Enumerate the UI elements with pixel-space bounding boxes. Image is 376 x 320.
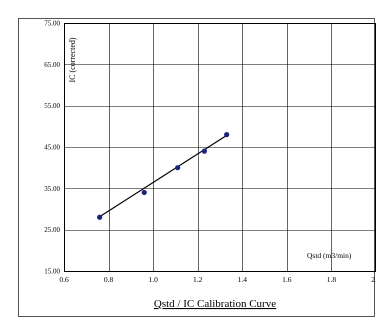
y-tick-label: 35.00 (44, 185, 60, 193)
x-tick-label: 0.8 (104, 275, 114, 284)
y-axis-label: IC (corrected) (68, 37, 77, 82)
y-tick-label: 55.00 (44, 102, 60, 110)
data-point (201, 148, 207, 154)
x-tick-label: 1.4 (238, 275, 248, 284)
chart-frame (18, 18, 375, 317)
y-tick-label: 25.00 (44, 226, 60, 234)
data-point (97, 214, 103, 220)
x-tick-labels: 0.6 0.8 1.0 1.2 1.4 1.6 1.8 2.0 (59, 275, 376, 284)
y-tick-label: 15.00 (44, 268, 60, 276)
x-tick-label: 1.8 (327, 275, 337, 284)
x-tick-label: 2.0 (371, 275, 376, 284)
x-tick-label: 1.6 (282, 275, 292, 284)
y-tick-labels: 15.00 25.00 35.00 45.00 55.00 65.00 75.00 (44, 20, 60, 276)
x-tick-label: 0.6 (59, 275, 69, 284)
x-tick-label: 1.2 (193, 275, 203, 284)
x-tick-label: 1.0 (148, 275, 158, 284)
series-marks (97, 132, 230, 220)
y-tick-label: 65.00 (44, 61, 60, 69)
data-point (141, 189, 147, 196)
data-point (224, 132, 230, 138)
chart-title: Qstd / IC Calibration Curve (154, 298, 276, 310)
y-tick-label: 75.00 (44, 20, 60, 28)
x-axis-label: Qstd (m3/min) (307, 251, 352, 260)
y-tick-label: 45.00 (44, 144, 60, 152)
data-point (175, 165, 181, 171)
